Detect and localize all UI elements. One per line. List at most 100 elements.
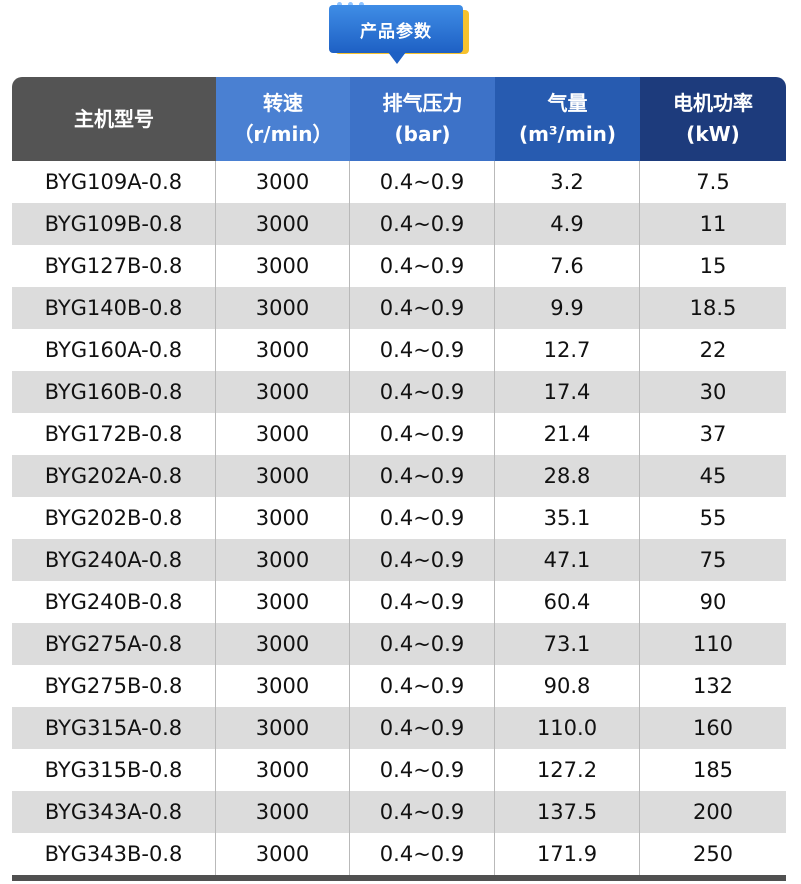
cell-pressure: 0.4~0.9 [350, 791, 495, 833]
cell-air-volume: 60.4 [495, 581, 640, 623]
table-row: BYG127B-0.8 3000 0.4~0.9 7.6 15 [12, 245, 786, 287]
cell-pressure: 0.4~0.9 [350, 371, 495, 413]
cell-speed: 3000 [216, 371, 350, 413]
cell-pressure: 0.4~0.9 [350, 203, 495, 245]
cell-air-volume: 35.1 [495, 497, 640, 539]
header-pressure: 排气压力 (bar) [350, 77, 495, 161]
cell-speed: 3000 [216, 581, 350, 623]
header-speed: 转速 （r/min） [216, 77, 350, 161]
cell-model: BYG275A-0.8 [12, 623, 216, 665]
table-row: BYG315B-0.8 3000 0.4~0.9 127.2 185 [12, 749, 786, 791]
cell-model: BYG140B-0.8 [12, 287, 216, 329]
cell-air-volume: 17.4 [495, 371, 640, 413]
table-row: BYG275B-0.8 3000 0.4~0.9 90.8 132 [12, 665, 786, 707]
cell-motor-power: 55 [699, 506, 727, 530]
cell-speed: 3000 [216, 539, 350, 581]
cell-speed: 3000 [216, 707, 350, 749]
cell-air-volume: 12.7 [495, 329, 640, 371]
cell-air-volume: 137.5 [495, 791, 640, 833]
cell-pressure: 0.4~0.9 [350, 707, 495, 749]
cell-motor-power: 18.5 [689, 296, 737, 320]
cell-pressure: 0.4~0.9 [350, 581, 495, 623]
cell-pressure: 0.4~0.9 [350, 245, 495, 287]
cell-air-volume: 171.9 [495, 833, 640, 875]
cell-air-volume: 127.2 [495, 749, 640, 791]
cell-motor-power: 45 [699, 464, 727, 488]
cell-speed: 3000 [216, 833, 350, 875]
cell-model: BYG343B-0.8 [12, 833, 216, 875]
cell-model: BYG343A-0.8 [12, 791, 216, 833]
cell-model: BYG172B-0.8 [12, 413, 216, 455]
cell-air-volume: 7.6 [495, 245, 640, 287]
cell-model: BYG240A-0.8 [12, 539, 216, 581]
cell-speed: 3000 [216, 245, 350, 287]
cell-model: BYG315B-0.8 [12, 749, 216, 791]
cell-motor-power: 250 [692, 842, 734, 866]
cell-motor-power: 90 [699, 590, 727, 614]
cell-air-volume: 73.1 [495, 623, 640, 665]
section-badge: 产品参数 [329, 0, 469, 68]
cell-model: BYG109A-0.8 [12, 161, 216, 203]
header-model: 主机型号 [12, 77, 216, 161]
table-row: BYG315A-0.8 3000 0.4~0.9 110.0 160 [12, 707, 786, 749]
table-row: BYG202A-0.8 3000 0.4~0.9 28.8 45 [12, 455, 786, 497]
cell-model: BYG160B-0.8 [12, 371, 216, 413]
cell-motor-power: 30 [699, 380, 727, 404]
cell-speed: 3000 [216, 497, 350, 539]
cell-model: BYG202A-0.8 [12, 455, 216, 497]
cell-model: BYG315A-0.8 [12, 707, 216, 749]
cell-motor-power: 22 [699, 338, 727, 362]
table-row: BYG172B-0.8 3000 0.4~0.9 21.4 37 [12, 413, 786, 455]
cell-air-volume: 28.8 [495, 455, 640, 497]
cell-air-volume: 3.2 [495, 161, 640, 203]
cell-speed: 3000 [216, 455, 350, 497]
table-bottom-bar [12, 875, 786, 881]
cell-motor-power: 160 [692, 716, 734, 740]
cell-pressure: 0.4~0.9 [350, 623, 495, 665]
table-row: BYG140B-0.8 3000 0.4~0.9 9.9 18.5 [12, 287, 786, 329]
cell-air-volume: 47.1 [495, 539, 640, 581]
cell-model: BYG240B-0.8 [12, 581, 216, 623]
cell-speed: 3000 [216, 413, 350, 455]
cell-pressure: 0.4~0.9 [350, 161, 495, 203]
cell-speed: 3000 [216, 161, 350, 203]
cell-pressure: 0.4~0.9 [350, 497, 495, 539]
cell-motor-power: 37 [699, 422, 727, 446]
cell-air-volume: 21.4 [495, 413, 640, 455]
cell-motor-power: 132 [692, 674, 734, 698]
cell-model: BYG160A-0.8 [12, 329, 216, 371]
table-row: BYG160A-0.8 3000 0.4~0.9 12.7 22 [12, 329, 786, 371]
cell-speed: 3000 [216, 791, 350, 833]
cell-air-volume: 4.9 [495, 203, 640, 245]
cell-speed: 3000 [216, 329, 350, 371]
cell-air-volume: 90.8 [495, 665, 640, 707]
table-row: BYG240B-0.8 3000 0.4~0.9 60.4 90 [12, 581, 786, 623]
table-row: BYG202B-0.8 3000 0.4~0.9 35.1 55 [12, 497, 786, 539]
table-body: BYG109A-0.8 3000 0.4~0.9 3.2 7.5 BYG109B-0.8 3… [12, 161, 786, 875]
table-header: 主机型号 转速 （r/min） 排气压力 (bar) 气量 (m³/min) 电… [12, 77, 786, 161]
cell-motor-power: 110 [692, 632, 734, 656]
cell-speed: 3000 [216, 665, 350, 707]
table-row: BYG240A-0.8 3000 0.4~0.9 47.1 75 [12, 539, 786, 581]
cell-speed: 3000 [216, 287, 350, 329]
cell-air-volume: 110.0 [495, 707, 640, 749]
cell-pressure: 0.4~0.9 [350, 287, 495, 329]
cell-model: BYG275B-0.8 [12, 665, 216, 707]
header-motor-power: 电机功率 (kW) [640, 77, 786, 161]
cell-pressure: 0.4~0.9 [350, 413, 495, 455]
table-row: BYG109A-0.8 3000 0.4~0.9 3.2 7.5 [12, 161, 786, 203]
cell-pressure: 0.4~0.9 [350, 539, 495, 581]
table-row: BYG275A-0.8 3000 0.4~0.9 73.1 110 [12, 623, 786, 665]
cell-motor-power: 15 [699, 254, 727, 278]
cell-motor-power: 7.5 [696, 170, 730, 194]
cell-pressure: 0.4~0.9 [350, 749, 495, 791]
badge-title: 产品参数 [329, 5, 463, 53]
cell-pressure: 0.4~0.9 [350, 665, 495, 707]
spec-table: 主机型号 转速 （r/min） 排气压力 (bar) 气量 (m³/min) 电… [12, 77, 786, 881]
table-row: BYG343A-0.8 3000 0.4~0.9 137.5 200 [12, 791, 786, 833]
cell-motor-power: 200 [692, 800, 734, 824]
table-row: BYG160B-0.8 3000 0.4~0.9 17.4 30 [12, 371, 786, 413]
cell-speed: 3000 [216, 203, 350, 245]
cell-air-volume: 9.9 [495, 287, 640, 329]
badge-pointer [388, 52, 406, 64]
